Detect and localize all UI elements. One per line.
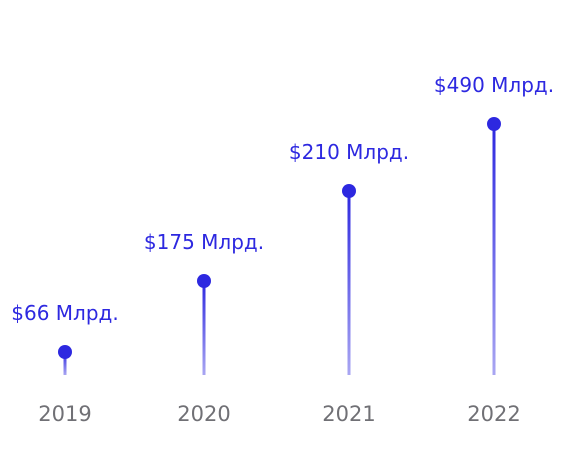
marker-2021	[342, 184, 356, 198]
year-label-2022: 2022	[467, 402, 520, 426]
markers-layer	[58, 117, 501, 359]
marker-2020	[197, 274, 211, 288]
year-labels-layer: 2019 2020 2021 2022	[38, 402, 520, 426]
stem-2019	[63, 352, 67, 375]
value-label-2021: $210 Млрд.	[289, 140, 409, 164]
value-label-2020: $175 Млрд.	[144, 230, 264, 254]
value-labels-layer: $66 Млрд. $175 Млрд. $210 Млрд. $490 Млрд.	[11, 73, 554, 325]
marker-2022	[487, 117, 501, 131]
stem-2020	[202, 281, 206, 375]
stems-layer	[63, 124, 496, 375]
value-label-2022: $490 Млрд.	[434, 73, 554, 97]
year-label-2019: 2019	[38, 402, 91, 426]
stem-2022	[492, 124, 496, 375]
value-label-2019: $66 Млрд.	[11, 301, 118, 325]
year-label-2020: 2020	[177, 402, 230, 426]
year-label-2021: 2021	[322, 402, 375, 426]
stem-2021	[347, 191, 351, 375]
marker-2019	[58, 345, 72, 359]
